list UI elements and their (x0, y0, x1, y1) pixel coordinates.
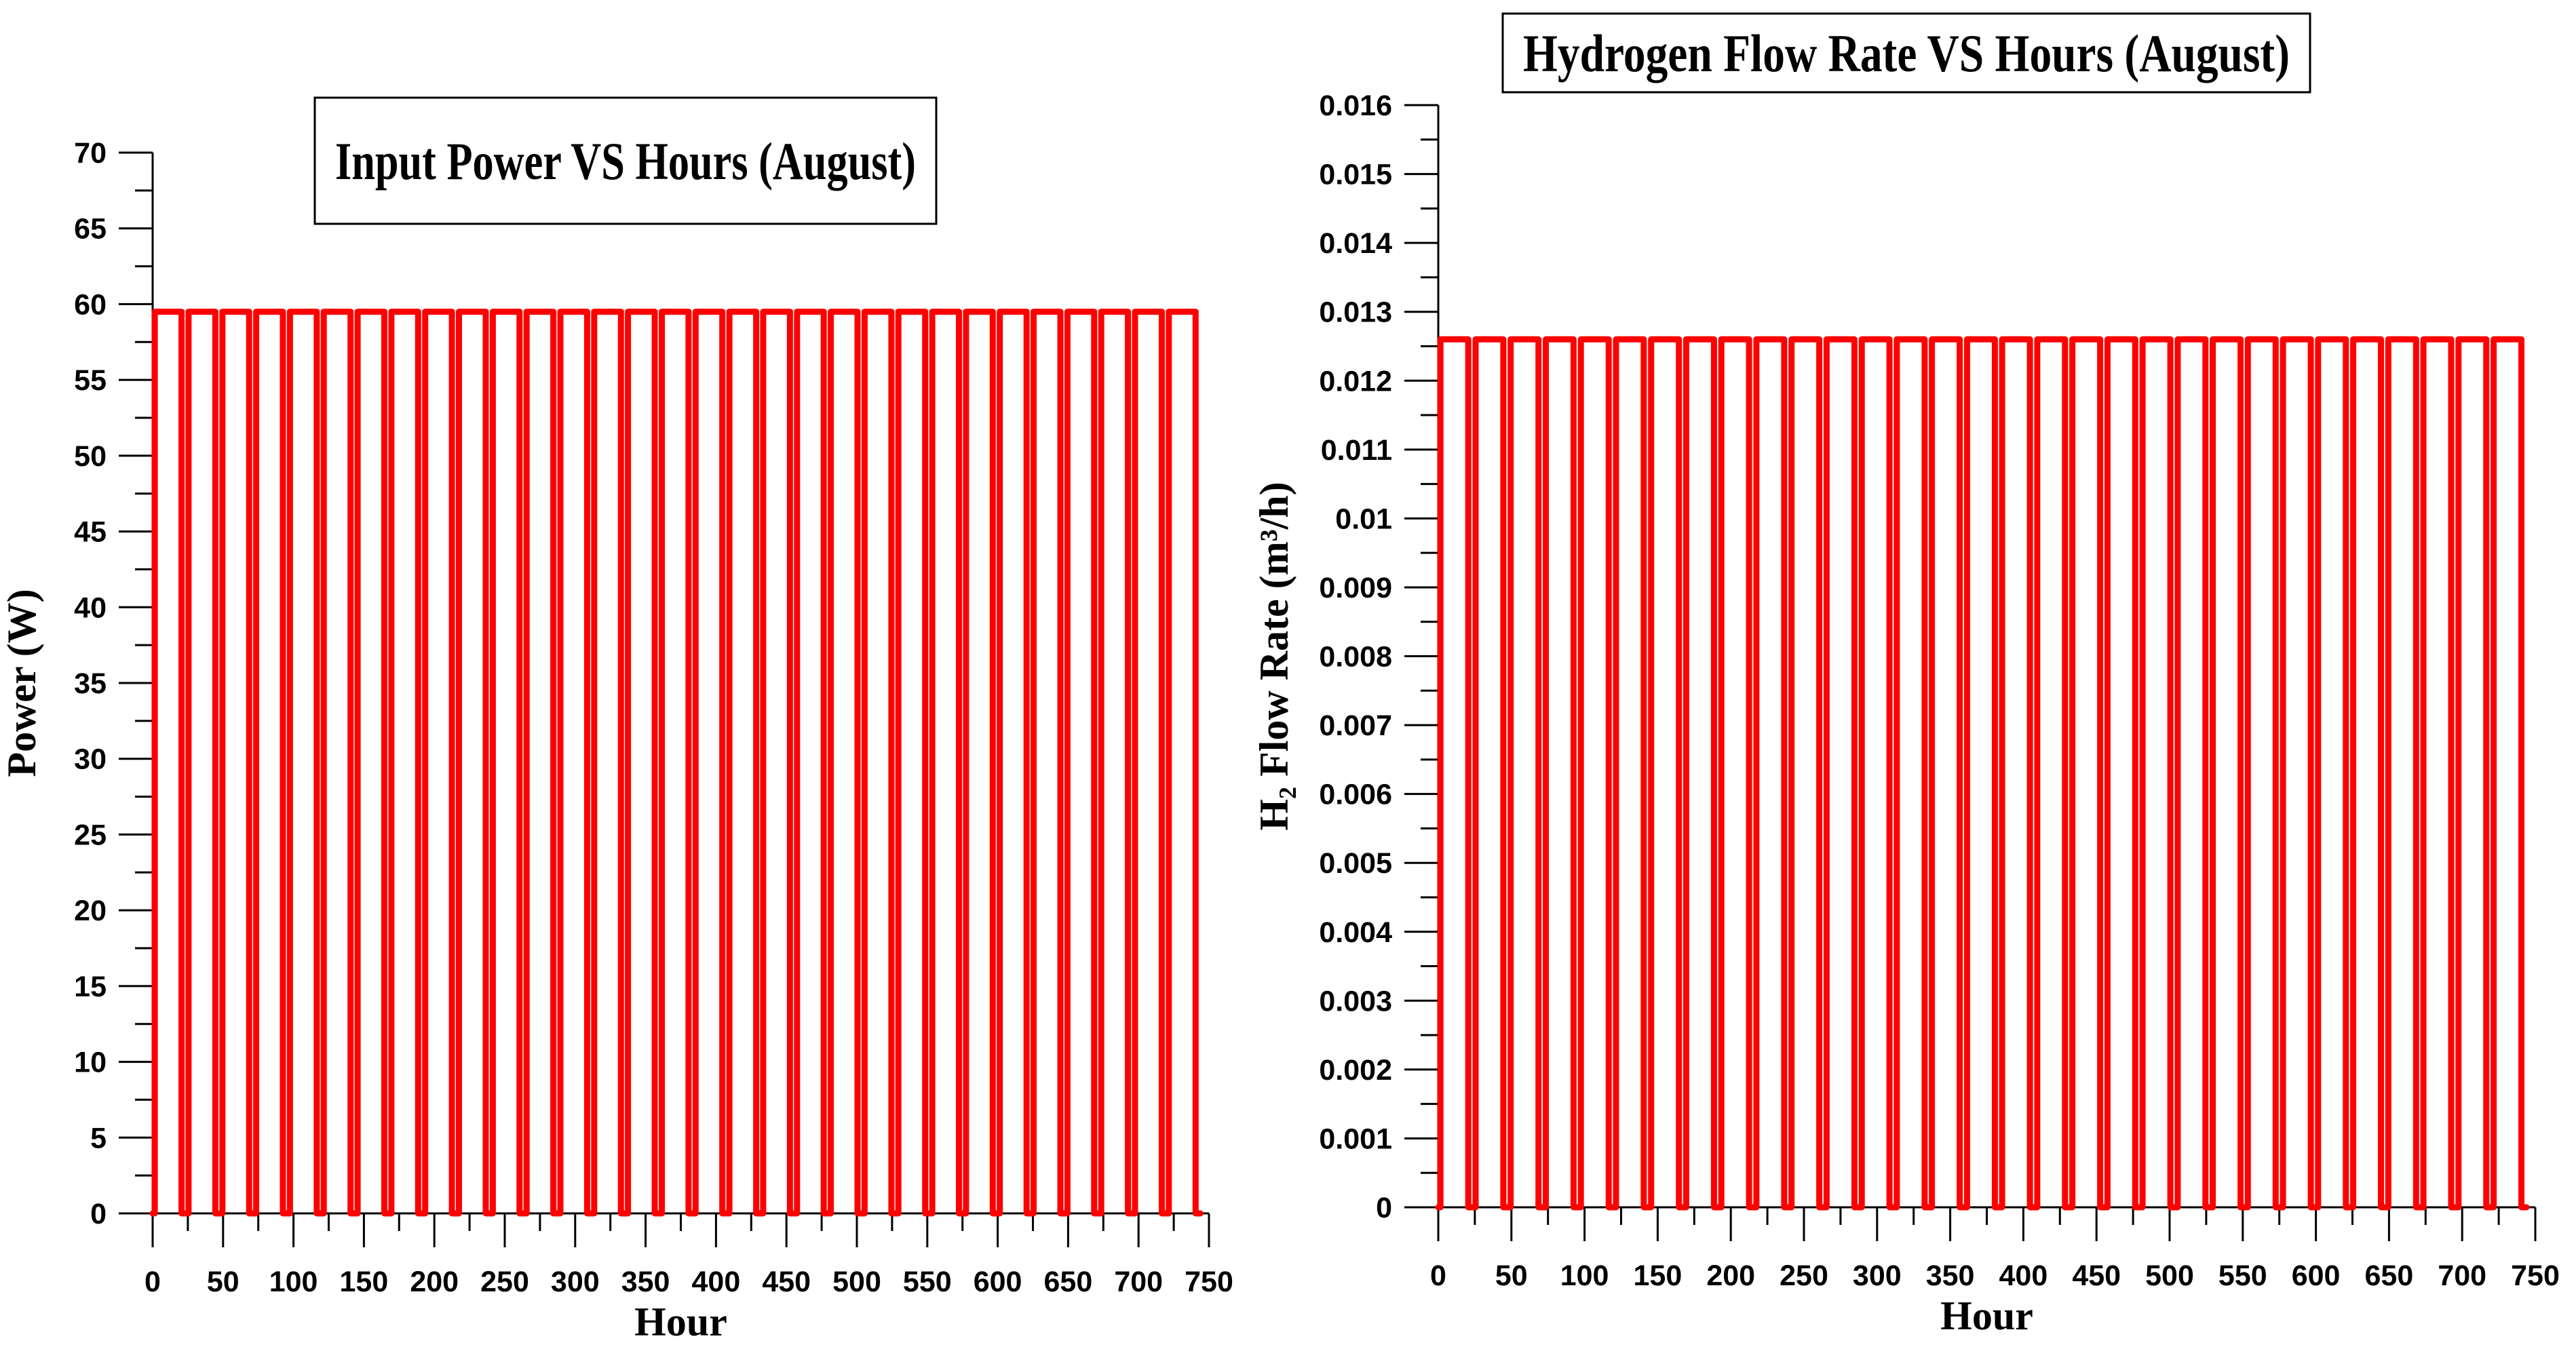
y-axis-title: H₂ Flow Rate (m³/h) (1255, 482, 1296, 830)
y-tick-label: 5 (90, 1122, 107, 1154)
x-tick-label: 0 (145, 1266, 161, 1298)
y-tick-label: 0.015 (1319, 159, 1392, 191)
chart-title-box (313, 96, 938, 225)
y-tick-label: 0.014 (1319, 227, 1392, 260)
x-axis-title: Hour (1940, 1293, 2033, 1338)
y-tick-label: 55 (74, 364, 107, 397)
y-tick-label: 0.003 (1319, 985, 1392, 1017)
x-tick-label: 0 (1430, 1260, 1446, 1292)
x-tick-label: 450 (2072, 1260, 2121, 1292)
x-tick-label: 550 (903, 1266, 952, 1298)
y-tick-label: 0.009 (1319, 572, 1392, 604)
x-tick-label: 150 (340, 1266, 389, 1298)
y-tick-label: 30 (74, 743, 107, 776)
y-tick-label: 25 (74, 819, 107, 851)
x-tick-label: 750 (1185, 1266, 1233, 1298)
x-tick-label: 400 (1999, 1260, 2048, 1292)
x-tick-label: 700 (1114, 1266, 1163, 1298)
y-tick-label: 0.005 (1319, 847, 1392, 880)
x-tick-label: 550 (2218, 1260, 2267, 1292)
y-tick-label: 50 (74, 440, 107, 473)
y-tick-label: 0.01 (1335, 503, 1392, 535)
x-tick-label: 500 (2145, 1260, 2194, 1292)
x-tick-label: 50 (1495, 1260, 1528, 1292)
x-tick-label: 600 (2292, 1260, 2341, 1292)
y-tick-label: 10 (74, 1047, 107, 1079)
x-tick-label: 200 (1706, 1260, 1755, 1292)
chart-title-box (1501, 12, 2311, 94)
y-tick-label: 0.004 (1319, 916, 1392, 949)
y-tick-label: 35 (74, 667, 107, 700)
chart-title: Input Power VS Hours (August) (335, 132, 916, 191)
x-tick-label: 350 (621, 1266, 670, 1298)
x-tick-label: 300 (551, 1266, 600, 1298)
y-tick-label: 0.007 (1319, 709, 1392, 742)
x-tick-label: 600 (974, 1266, 1022, 1298)
x-tick-label: 300 (1853, 1260, 1902, 1292)
x-tick-label: 400 (692, 1266, 741, 1298)
y-axis-title: Power (W) (0, 589, 44, 777)
x-tick-label: 700 (2438, 1260, 2486, 1292)
y-tick-label: 40 (74, 591, 107, 624)
y-tick-label: 65 (74, 213, 107, 246)
y-tick-label: 70 (74, 137, 107, 170)
y-tick-label: 60 (74, 288, 107, 321)
y-tick-label: 0.011 (1321, 434, 1392, 467)
y-tick-label: 15 (74, 971, 107, 1003)
y-tick-label: 0.012 (1319, 365, 1392, 397)
y-tick-label: 0.008 (1319, 641, 1392, 674)
y-tick-label: 0.002 (1319, 1054, 1392, 1087)
waveform-line (1435, 336, 2530, 1211)
x-tick-label: 350 (1926, 1260, 1975, 1292)
y-tick-label: 0.016 (1319, 90, 1392, 122)
x-tick-label: 650 (2365, 1260, 2414, 1292)
chart-hydrogen-flow-rate: 0 0.001 0.002 0.003 0.004 0.005 0.006 0.007 0.00… (1255, 12, 2560, 1338)
chart-title: Hydrogen Flow Rate VS Hours (August) (1523, 24, 2290, 83)
x-tick-label: 100 (1560, 1260, 1609, 1292)
x-tick-label: 100 (269, 1266, 318, 1298)
x-tick-label: 450 (762, 1266, 811, 1298)
x-tick-label: 150 (1634, 1260, 1683, 1292)
x-tick-label: 650 (1044, 1266, 1093, 1298)
y-tick-label: 20 (74, 895, 107, 927)
x-tick-label: 200 (410, 1266, 459, 1298)
y-tick-label: 0.013 (1319, 296, 1392, 329)
x-tick-label: 250 (1780, 1260, 1828, 1292)
y-tick-label: 0 (1376, 1192, 1392, 1224)
y-tick-label: 0.001 (1319, 1122, 1392, 1155)
x-axis-title: Hour (634, 1300, 727, 1344)
x-tick-label: 750 (2511, 1260, 2560, 1292)
waveform-line (149, 309, 1204, 1217)
x-tick-label: 50 (207, 1266, 239, 1298)
x-tick-label: 500 (832, 1266, 881, 1298)
y-tick-label: 45 (74, 516, 107, 549)
x-tick-label: 250 (480, 1266, 529, 1298)
y-tick-label: 0.006 (1319, 779, 1392, 811)
y-tick-label: 0 (90, 1198, 107, 1230)
